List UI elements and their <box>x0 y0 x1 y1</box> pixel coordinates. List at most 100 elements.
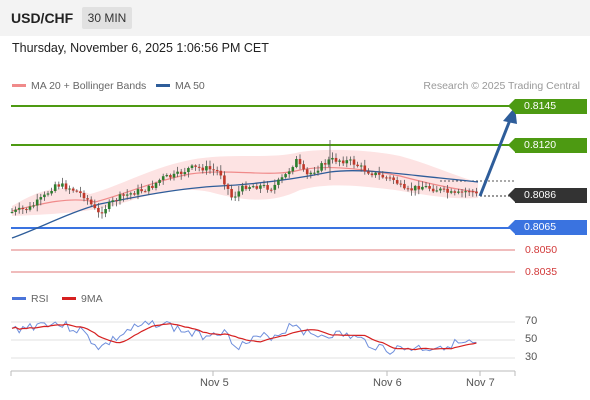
legend-swatch <box>62 296 76 300</box>
candle-body <box>352 159 356 165</box>
candle-body <box>118 194 122 201</box>
candle-body <box>43 194 46 198</box>
candle-body <box>248 187 251 189</box>
legend-ma50: MA 50 <box>156 80 205 92</box>
candle-body <box>471 191 475 193</box>
candle-body <box>395 180 399 184</box>
candle-body <box>190 165 194 169</box>
candle-body <box>356 164 359 167</box>
candle-body <box>392 177 395 181</box>
legend-swatch <box>12 83 26 87</box>
candle-body <box>86 198 89 200</box>
candle-body <box>100 212 104 214</box>
candle-body <box>129 193 133 195</box>
candle-body <box>28 206 32 210</box>
candle-body <box>287 171 291 175</box>
candle-body <box>219 170 223 176</box>
candle-body <box>208 166 212 170</box>
candle-body <box>79 191 82 194</box>
legend-rsi: RSI <box>12 293 49 305</box>
candle-body <box>115 200 118 202</box>
candle-body <box>309 172 313 175</box>
candle-body <box>359 165 363 167</box>
candle-body <box>179 171 183 175</box>
candle-body <box>223 175 226 185</box>
candle-body <box>169 175 172 178</box>
candle-body <box>187 168 190 173</box>
candle-body <box>417 185 421 190</box>
candle-body <box>154 182 158 188</box>
level-tag-0.8035: 0.8035 <box>525 266 558 278</box>
forecast-arrow <box>478 119 512 197</box>
x-tick-nov5: Nov 5 <box>200 377 229 389</box>
candle-body <box>338 160 341 162</box>
candle-body <box>385 177 388 179</box>
candle-body <box>388 177 392 179</box>
candle-body <box>104 209 107 214</box>
level-tag-0.8065: 0.8065 <box>508 220 587 235</box>
candle-body <box>147 185 151 192</box>
candle-body <box>14 209 17 212</box>
legend-rsi-ma: 9MA <box>62 293 103 305</box>
candle-body <box>233 196 237 198</box>
candle-body <box>277 179 280 185</box>
candle-body <box>237 191 241 197</box>
candle-body <box>32 205 35 207</box>
candle-body <box>50 190 53 194</box>
candle-body <box>215 170 219 172</box>
candle-body <box>21 207 25 210</box>
candle-body <box>302 164 305 170</box>
candle-body <box>46 193 50 195</box>
candle-body <box>111 200 115 202</box>
candle-body <box>449 191 453 193</box>
candle-body <box>298 158 302 165</box>
candle-body <box>183 172 187 175</box>
candle-body <box>122 194 125 196</box>
candle-body <box>381 174 385 178</box>
legend-swatch <box>12 296 26 300</box>
candle-body <box>370 173 374 176</box>
candlestick-series <box>10 140 478 219</box>
candle-body <box>295 158 298 168</box>
candle-body <box>17 207 21 210</box>
candle-body <box>280 177 284 180</box>
x-tick-nov7: Nov 7 <box>466 377 495 389</box>
candle-body <box>442 188 446 190</box>
rsi-tick-30: 30 <box>525 351 538 363</box>
candle-body <box>460 191 464 193</box>
timeframe-button[interactable]: 30 MIN <box>82 7 132 29</box>
candle-body <box>439 188 442 191</box>
candle-body <box>273 184 277 190</box>
candle-body <box>269 189 273 191</box>
candle-body <box>446 188 449 193</box>
candle-body <box>313 172 316 174</box>
chart-header: USD/CHF 30 MIN <box>0 0 590 36</box>
candle-body <box>291 167 295 172</box>
candle-body <box>320 163 323 171</box>
candle-body <box>457 191 460 193</box>
legend-swatch <box>156 83 170 87</box>
candle-body <box>374 172 377 176</box>
ma20-line <box>11 166 479 212</box>
candle-body <box>133 193 136 195</box>
candle-body <box>410 188 413 191</box>
candle-body <box>464 191 467 193</box>
candle-body <box>35 199 39 206</box>
candle-body <box>251 186 255 188</box>
candle-body <box>158 179 161 183</box>
candle-body <box>467 191 471 193</box>
candle-body <box>226 184 230 189</box>
candle-body <box>428 186 431 189</box>
candle-body <box>406 188 410 190</box>
candle-body <box>421 186 424 190</box>
candle-body <box>377 172 381 175</box>
candle-body <box>10 211 14 213</box>
candle-body <box>262 185 266 187</box>
credit-label: Research © 2025 Trading Central <box>423 80 580 92</box>
rsi-tick-50: 50 <box>525 333 538 345</box>
candle-body <box>165 175 169 177</box>
candle-body <box>201 167 205 171</box>
candle-body <box>212 169 215 171</box>
candle-body <box>341 160 345 164</box>
